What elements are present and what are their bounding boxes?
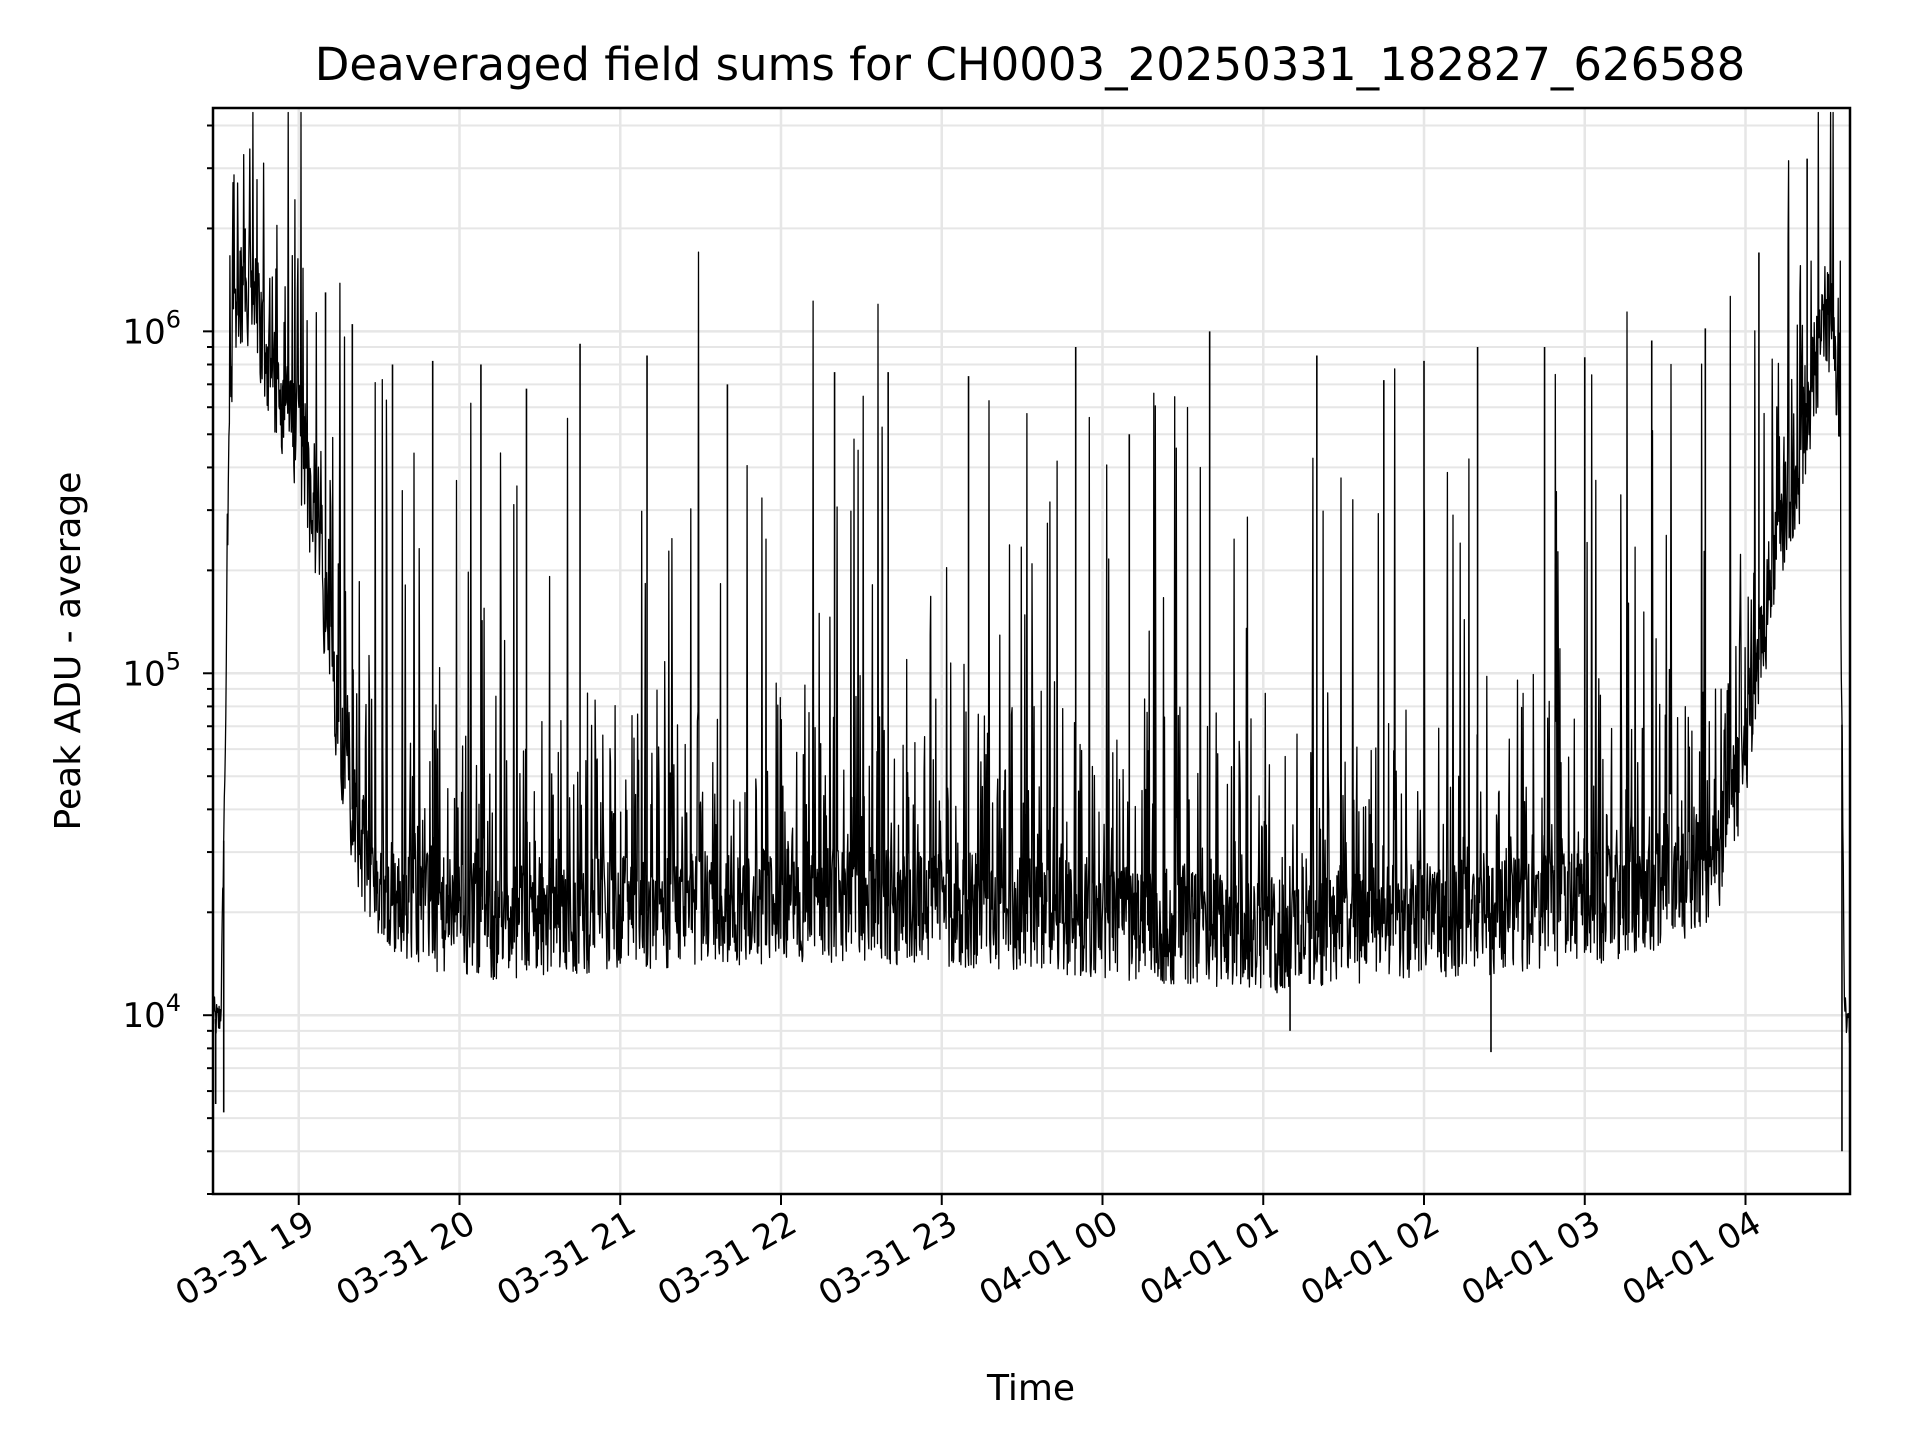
chart-title: Deaveraged field sums for CH0003_2025033… bbox=[315, 38, 1745, 91]
x-axis-label: Time bbox=[986, 1368, 1075, 1409]
plot-area bbox=[213, 111, 1850, 1152]
y-tick-label: 105 bbox=[122, 647, 181, 694]
y-tick-label: 104 bbox=[122, 989, 181, 1036]
axes-frame bbox=[211, 106, 1852, 1196]
y-axis-label: Peak ADU - average bbox=[48, 472, 89, 831]
series-line bbox=[213, 111, 1850, 1044]
y-tick-label: 106 bbox=[122, 305, 181, 352]
y-axis: 104 105 106 bbox=[122, 124, 213, 1195]
